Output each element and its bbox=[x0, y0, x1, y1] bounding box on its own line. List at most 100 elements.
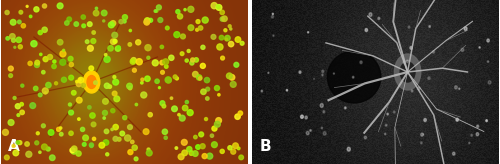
Point bbox=[196, 77, 204, 80]
Point bbox=[88, 144, 96, 146]
Point bbox=[83, 40, 91, 43]
Circle shape bbox=[306, 131, 309, 135]
Point bbox=[92, 7, 100, 10]
Point bbox=[236, 112, 244, 114]
Point bbox=[130, 146, 138, 149]
Point bbox=[226, 25, 234, 28]
Point bbox=[46, 56, 54, 58]
Point bbox=[210, 127, 218, 130]
Point bbox=[158, 71, 166, 74]
Point bbox=[34, 132, 42, 135]
Point bbox=[144, 148, 152, 151]
Point bbox=[10, 97, 18, 99]
Point bbox=[202, 118, 210, 120]
Point bbox=[180, 141, 188, 144]
Point bbox=[75, 118, 83, 120]
Circle shape bbox=[459, 88, 460, 89]
Circle shape bbox=[323, 132, 326, 135]
Circle shape bbox=[479, 47, 480, 48]
Point bbox=[23, 5, 31, 8]
Point bbox=[132, 103, 140, 106]
Point bbox=[68, 63, 76, 66]
Point bbox=[130, 69, 138, 72]
Point bbox=[183, 101, 191, 103]
Point bbox=[86, 23, 94, 25]
Point bbox=[6, 74, 14, 77]
Point bbox=[180, 152, 188, 154]
Point bbox=[229, 83, 237, 86]
Point bbox=[14, 105, 22, 108]
Point bbox=[92, 81, 100, 84]
Point bbox=[70, 147, 78, 150]
Circle shape bbox=[286, 89, 288, 91]
Point bbox=[112, 137, 120, 140]
Point bbox=[18, 103, 25, 106]
Ellipse shape bbox=[87, 75, 96, 89]
Point bbox=[145, 152, 153, 154]
Circle shape bbox=[420, 142, 422, 144]
Point bbox=[42, 91, 50, 94]
Circle shape bbox=[322, 74, 323, 76]
Circle shape bbox=[344, 107, 346, 109]
Point bbox=[70, 150, 78, 152]
Point bbox=[227, 28, 235, 30]
Point bbox=[156, 19, 164, 21]
Circle shape bbox=[272, 13, 274, 15]
Point bbox=[142, 130, 150, 133]
Point bbox=[179, 35, 187, 38]
Point bbox=[114, 46, 122, 49]
Point bbox=[80, 84, 88, 87]
Point bbox=[108, 24, 116, 26]
Point bbox=[112, 81, 120, 83]
Point bbox=[60, 78, 68, 81]
Circle shape bbox=[369, 13, 372, 16]
Point bbox=[30, 42, 38, 45]
Point bbox=[230, 150, 237, 153]
Point bbox=[113, 98, 121, 100]
Point bbox=[80, 24, 88, 27]
Point bbox=[74, 152, 82, 155]
Circle shape bbox=[273, 35, 274, 36]
Point bbox=[138, 78, 146, 81]
Point bbox=[168, 97, 175, 100]
Circle shape bbox=[387, 113, 388, 115]
Point bbox=[12, 152, 20, 154]
Point bbox=[40, 5, 48, 7]
Point bbox=[155, 6, 163, 9]
Point bbox=[92, 12, 100, 14]
Point bbox=[16, 21, 24, 23]
Point bbox=[67, 132, 75, 135]
Point bbox=[111, 40, 119, 43]
Text: A: A bbox=[8, 139, 20, 154]
Point bbox=[63, 22, 71, 24]
Point bbox=[11, 46, 19, 49]
Circle shape bbox=[394, 111, 395, 113]
Point bbox=[103, 58, 111, 61]
Point bbox=[2, 131, 10, 134]
Circle shape bbox=[347, 147, 350, 151]
Point bbox=[238, 42, 246, 45]
Point bbox=[164, 79, 172, 81]
Point bbox=[153, 80, 161, 82]
Point bbox=[218, 11, 226, 14]
Circle shape bbox=[360, 61, 362, 64]
Point bbox=[90, 123, 98, 126]
Ellipse shape bbox=[394, 54, 421, 90]
Point bbox=[109, 22, 117, 25]
Point bbox=[36, 93, 44, 96]
Point bbox=[214, 123, 222, 126]
Point bbox=[70, 92, 78, 94]
Point bbox=[9, 21, 17, 24]
Point bbox=[120, 20, 128, 23]
Point bbox=[121, 116, 129, 119]
Point bbox=[10, 39, 18, 42]
Point bbox=[100, 117, 108, 119]
Point bbox=[152, 10, 160, 12]
Point bbox=[42, 90, 50, 92]
Point bbox=[7, 67, 15, 70]
Point bbox=[126, 87, 134, 89]
Point bbox=[102, 100, 110, 103]
Point bbox=[103, 153, 111, 156]
Point bbox=[108, 128, 116, 131]
Point bbox=[220, 17, 228, 20]
